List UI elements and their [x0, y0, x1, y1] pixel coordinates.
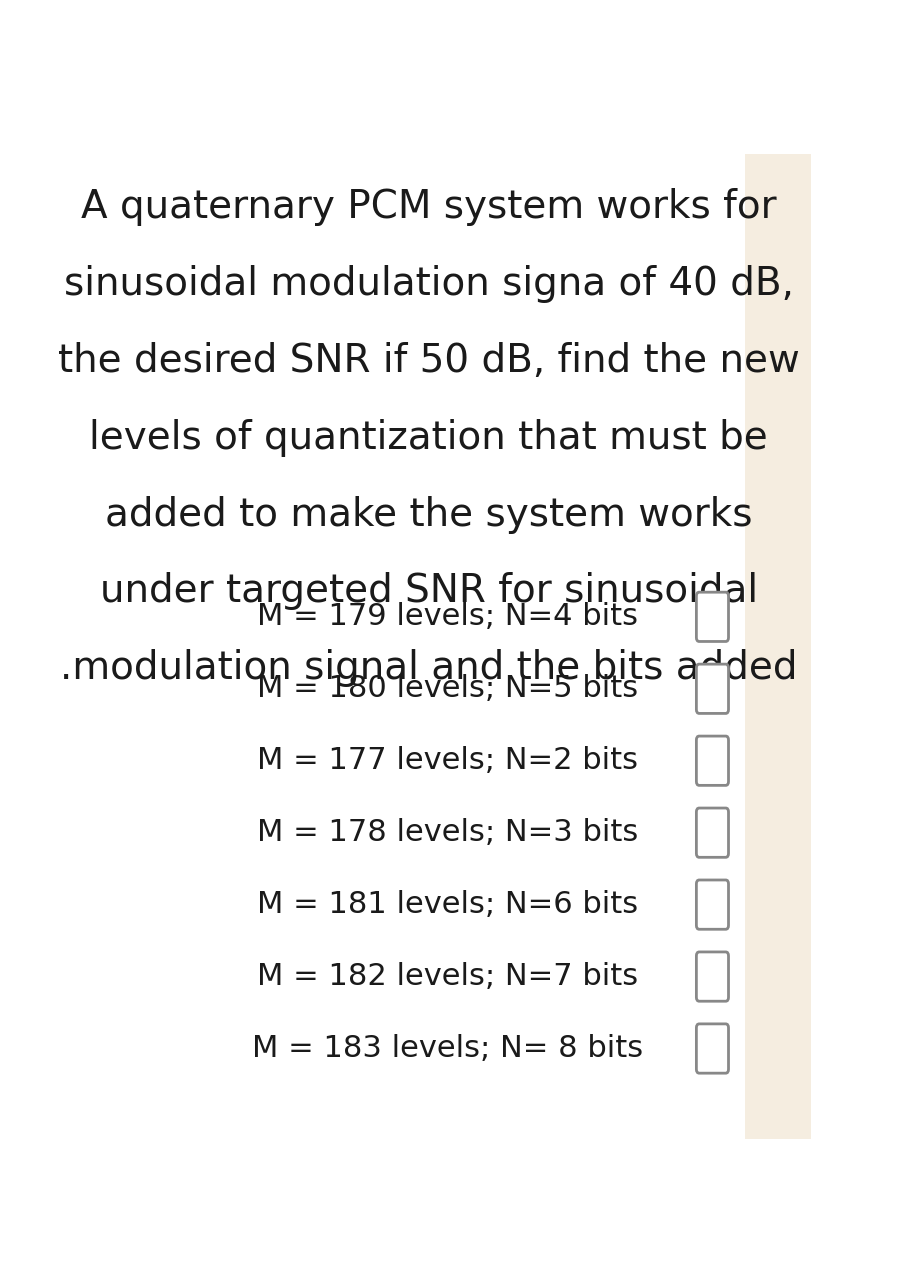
- FancyBboxPatch shape: [696, 879, 729, 929]
- Text: .modulation signal and the bits added: .modulation signal and the bits added: [59, 649, 797, 687]
- Text: the desired SNR if 50 dB, find the new: the desired SNR if 50 dB, find the new: [58, 342, 799, 380]
- Bar: [744, 154, 811, 1139]
- Text: M = 182 levels; N=7 bits: M = 182 levels; N=7 bits: [257, 963, 639, 991]
- Text: under targeted SNR for sinusoidal: under targeted SNR for sinusoidal: [99, 572, 758, 611]
- Text: M = 181 levels; N=6 bits: M = 181 levels; N=6 bits: [257, 890, 639, 919]
- Text: sinusoidal modulation signa of 40 dB,: sinusoidal modulation signa of 40 dB,: [64, 265, 794, 303]
- Text: M = 183 levels; N= 8 bits: M = 183 levels; N= 8 bits: [252, 1034, 643, 1062]
- Text: M = 179 levels; N=4 bits: M = 179 levels; N=4 bits: [258, 603, 638, 631]
- Text: A quaternary PCM system works for: A quaternary PCM system works for: [81, 188, 777, 227]
- Text: levels of quantization that must be: levels of quantization that must be: [89, 419, 768, 457]
- Text: M = 178 levels; N=3 bits: M = 178 levels; N=3 bits: [257, 818, 639, 847]
- FancyBboxPatch shape: [696, 736, 729, 786]
- Text: M = 177 levels; N=2 bits: M = 177 levels; N=2 bits: [258, 746, 638, 776]
- FancyBboxPatch shape: [696, 1024, 729, 1073]
- FancyBboxPatch shape: [696, 952, 729, 1001]
- FancyBboxPatch shape: [696, 808, 729, 858]
- FancyBboxPatch shape: [696, 664, 729, 713]
- FancyBboxPatch shape: [696, 593, 729, 641]
- Text: added to make the system works: added to make the system works: [105, 495, 752, 534]
- Text: M = 180 levels; N=5 bits: M = 180 levels; N=5 bits: [257, 675, 639, 703]
